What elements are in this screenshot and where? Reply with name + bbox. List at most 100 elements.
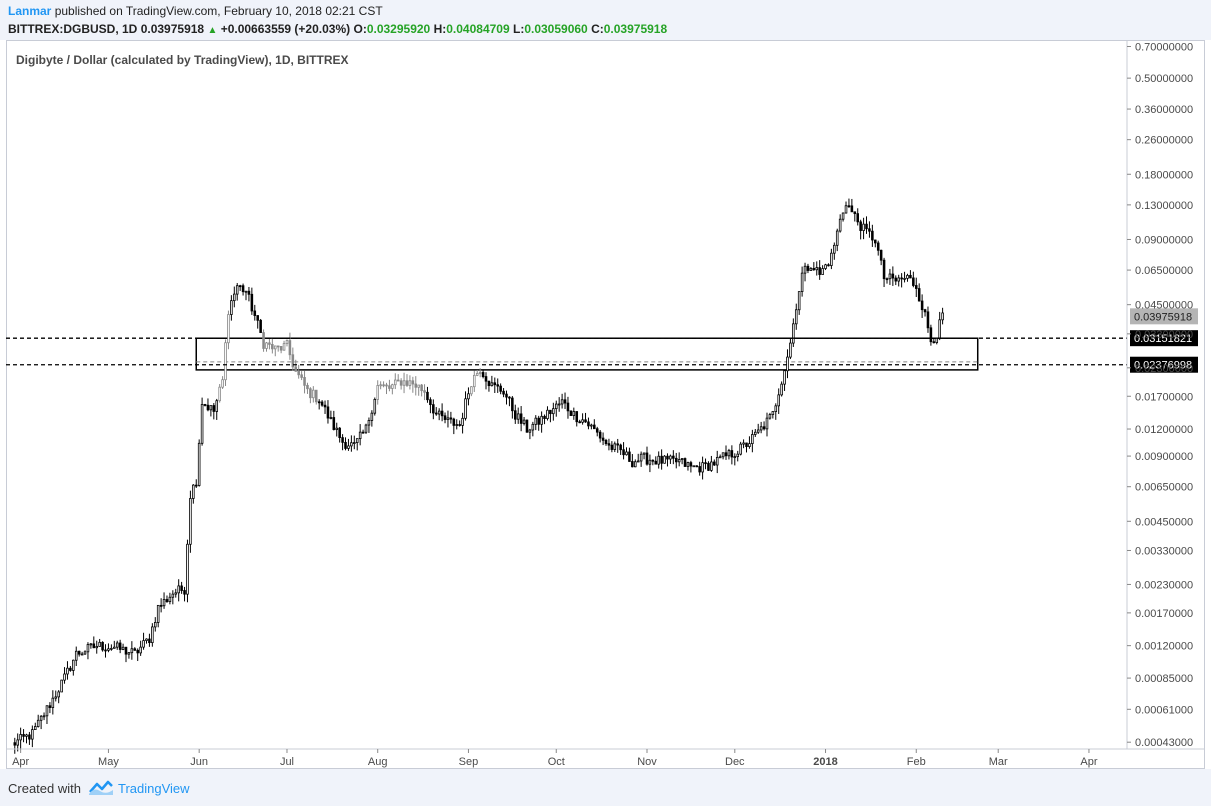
candle: [888, 268, 892, 285]
candle: [537, 415, 540, 431]
candle-body: [238, 285, 242, 288]
candle-body: [789, 342, 792, 358]
candle-body: [420, 384, 423, 392]
candle-body: [885, 278, 889, 281]
candle: [557, 397, 561, 412]
candle-body: [821, 268, 824, 275]
candle: [581, 413, 584, 425]
candle-body: [186, 543, 189, 595]
candle: [458, 420, 461, 427]
x-tick-label: Feb: [907, 756, 926, 768]
candle: [920, 294, 924, 318]
candle-body: [800, 272, 804, 292]
candle: [730, 445, 734, 465]
y-tick-label: 0.09000000: [1135, 234, 1193, 246]
candle: [543, 414, 546, 425]
candle-body: [133, 648, 137, 651]
candle-body: [575, 411, 579, 423]
author-link[interactable]: Lanmar: [8, 4, 52, 18]
candle-body: [294, 366, 298, 372]
candle: [519, 406, 523, 432]
candle-body: [487, 380, 491, 387]
candle-body: [101, 641, 104, 651]
candle: [344, 437, 347, 451]
y-tick-label: 0.01700000: [1135, 391, 1193, 403]
candle: [827, 263, 830, 267]
candle-body: [882, 259, 886, 280]
candle: [347, 438, 350, 451]
candle: [490, 375, 494, 387]
candle: [868, 221, 871, 238]
candle: [566, 396, 570, 419]
candle-body: [130, 648, 134, 654]
candle-body: [540, 415, 543, 425]
candle: [235, 283, 239, 301]
candle-body: [218, 386, 221, 402]
candle: [104, 644, 107, 658]
candle-body: [639, 453, 643, 462]
candle-body: [461, 417, 464, 426]
candle-body: [557, 403, 561, 406]
price-chart[interactable]: 0.03151821 0.02376998 0.03975918 0.7000000…: [6, 40, 1205, 769]
candle: [426, 386, 429, 403]
candle-body: [192, 484, 195, 499]
candle-body: [522, 419, 526, 424]
candle: [838, 214, 842, 233]
candle-body: [455, 424, 459, 426]
y-tick-label: 0.00330000: [1135, 545, 1193, 557]
candle: [60, 679, 63, 693]
candle-body: [519, 413, 523, 424]
candle-body: [803, 265, 807, 274]
candle-body: [569, 410, 573, 416]
chart-header: Lanmar published on TradingView.com, Feb…: [0, 0, 1211, 40]
candle-body: [224, 342, 227, 381]
candle: [77, 650, 81, 657]
tradingview-logo-icon[interactable]: [88, 778, 114, 796]
candle: [783, 369, 786, 391]
candle: [751, 429, 754, 453]
candle-body: [273, 345, 277, 350]
candle: [89, 643, 93, 649]
candle-body: [745, 442, 748, 447]
candle: [180, 581, 183, 594]
candle: [742, 439, 745, 449]
candle-body: [291, 354, 295, 368]
candle-body: [496, 384, 499, 387]
last-price-text: 0.03975918: [140, 22, 205, 36]
candle-body: [113, 646, 116, 649]
x-tick-label: Sep: [459, 756, 479, 768]
candle: [549, 409, 552, 423]
candle-body: [402, 380, 406, 386]
candle-body: [80, 653, 84, 656]
candle: [859, 219, 862, 240]
chart-title: Digibyte / Dollar (calculated by Trading…: [16, 53, 349, 67]
candle: [528, 428, 532, 440]
candle: [874, 239, 877, 248]
candle: [98, 638, 101, 647]
candle: [329, 410, 333, 420]
candle: [903, 271, 906, 283]
candle: [446, 410, 450, 428]
y-tick-label: 0.13000000: [1135, 200, 1193, 212]
y-tick-label: 0.00450000: [1135, 516, 1193, 528]
candle-body: [104, 649, 107, 652]
candle-body: [312, 389, 315, 399]
high-value: 0.04084709: [446, 22, 510, 36]
candle: [224, 339, 227, 386]
candle-body: [452, 418, 456, 426]
candle-body: [475, 373, 479, 376]
candle-body: [868, 228, 871, 232]
candle: [473, 370, 476, 392]
candle: [332, 410, 336, 431]
candle: [95, 640, 99, 654]
candle: [156, 604, 160, 628]
candle: [803, 262, 807, 282]
tradingview-brand-link[interactable]: TradingView: [118, 781, 190, 796]
candle-body: [765, 417, 769, 430]
candle-body: [531, 423, 535, 431]
candle-body: [607, 443, 611, 446]
candle: [414, 376, 418, 396]
candle-body: [241, 285, 245, 293]
candle-body: [385, 384, 388, 387]
candle: [470, 386, 473, 397]
